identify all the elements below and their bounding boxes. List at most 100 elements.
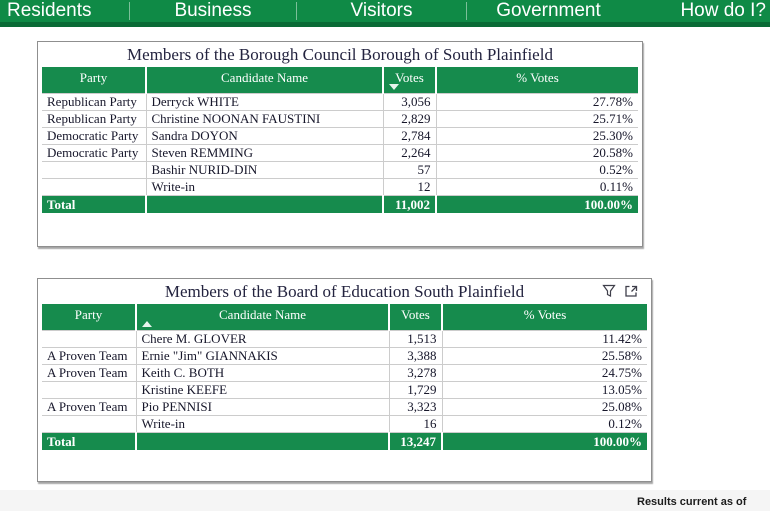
total-pct: 100.00% bbox=[435, 195, 638, 213]
results-current-as-of-text: Results current as of bbox=[637, 496, 747, 508]
cell-party: A Proven Team bbox=[42, 346, 136, 364]
cell-pct: 25.08% bbox=[441, 397, 647, 415]
cell-votes: 57 bbox=[382, 160, 436, 178]
nav-item-business[interactable]: Business bbox=[174, 0, 252, 21]
cell-votes: 3,323 bbox=[388, 397, 442, 415]
cell-votes: 2,784 bbox=[382, 126, 436, 144]
column-header-label: % Votes bbox=[516, 70, 559, 85]
total-spacer bbox=[145, 195, 383, 213]
panel-title-row: Members of the Board of Education South … bbox=[38, 279, 651, 304]
cell-party: Democratic Party bbox=[42, 143, 146, 161]
cell-candidate: Pio PENNISI bbox=[135, 397, 389, 415]
cell-votes: 3,278 bbox=[388, 363, 442, 381]
table-row: Write-in 12 0.11% bbox=[42, 177, 638, 195]
column-header-votes[interactable]: Votes bbox=[382, 67, 436, 93]
sort-desc-icon bbox=[389, 83, 399, 90]
panel-title-row: Members of the Borough Council Borough o… bbox=[38, 42, 642, 67]
table-row: Kristine KEEFE 1,729 13.05% bbox=[42, 380, 647, 398]
total-pct: 100.00% bbox=[441, 432, 647, 450]
table-row: Republican Party Christine NOONAN FAUSTI… bbox=[42, 109, 638, 127]
cell-pct: 24.75% bbox=[441, 363, 647, 381]
expand-icon[interactable] bbox=[624, 284, 639, 298]
nav-separator bbox=[129, 2, 130, 20]
cell-pct: 13.05% bbox=[441, 380, 647, 398]
footer-strip: Results current as of bbox=[0, 490, 770, 511]
cell-party: Republican Party bbox=[42, 109, 146, 127]
cell-candidate: Bashir NURID-DIN bbox=[145, 160, 383, 178]
column-header-party[interactable]: Party bbox=[42, 304, 136, 330]
cell-candidate: Steven REMMING bbox=[145, 143, 383, 161]
nav-separator bbox=[296, 2, 297, 20]
total-row: Total 11,002 100.00% bbox=[42, 195, 638, 213]
total-label: Total bbox=[42, 195, 146, 213]
table-row: Democratic Party Steven REMMING 2,264 20… bbox=[42, 143, 638, 161]
cell-pct: 0.11% bbox=[435, 177, 638, 195]
nav-separator bbox=[466, 2, 467, 20]
cell-candidate: Sandra DOYON bbox=[145, 126, 383, 144]
cell-party: A Proven Team bbox=[42, 397, 136, 415]
sort-asc-icon bbox=[142, 320, 152, 327]
table-row: A Proven Team Keith C. BOTH 3,278 24.75% bbox=[42, 363, 647, 381]
column-header-party[interactable]: Party bbox=[42, 67, 146, 93]
cell-votes: 3,056 bbox=[382, 92, 436, 110]
cell-votes: 16 bbox=[388, 414, 442, 432]
cell-pct: 25.71% bbox=[435, 109, 638, 127]
cell-pct: 0.52% bbox=[435, 160, 638, 178]
cell-party bbox=[42, 414, 136, 432]
column-header-pct-votes[interactable]: % Votes bbox=[441, 304, 647, 330]
column-header-label: % Votes bbox=[523, 307, 567, 322]
council-results-panel: Members of the Borough Council Borough o… bbox=[37, 41, 643, 247]
cell-votes: 1,513 bbox=[388, 329, 442, 347]
table-row: Chere M. GLOVER 1,513 11.42% bbox=[42, 329, 647, 347]
cell-votes: 12 bbox=[382, 177, 436, 195]
page-title: Members of the Borough Council Borough o… bbox=[127, 45, 553, 64]
column-header-label: Votes bbox=[395, 70, 424, 85]
table-row: Bashir NURID-DIN 57 0.52% bbox=[42, 160, 638, 178]
cell-candidate: Keith C. BOTH bbox=[135, 363, 389, 381]
nav-item-visitors[interactable]: Visitors bbox=[350, 0, 413, 21]
total-votes: 13,247 bbox=[388, 432, 442, 450]
cell-party bbox=[42, 177, 146, 195]
cell-pct: 11.42% bbox=[441, 329, 647, 347]
column-header-candidate-name[interactable]: Candidate Name bbox=[135, 304, 389, 330]
cell-candidate: Write-in bbox=[145, 177, 383, 195]
cell-candidate: Chere M. GLOVER bbox=[135, 329, 389, 347]
filter-icon[interactable] bbox=[602, 284, 616, 298]
cell-pct: 27.78% bbox=[435, 92, 638, 110]
council-results-table: Party Candidate Name Votes % Votes Repub… bbox=[42, 67, 638, 213]
column-header-pct-votes[interactable]: % Votes bbox=[435, 67, 638, 93]
cell-candidate: Christine NOONAN FAUSTINI bbox=[145, 109, 383, 127]
column-header-label: Party bbox=[74, 307, 103, 322]
column-header-label: Party bbox=[79, 70, 108, 85]
education-results-panel: Members of the Board of Education South … bbox=[37, 278, 652, 482]
cell-party bbox=[42, 329, 136, 347]
column-header-label: Candidate Name bbox=[219, 307, 306, 322]
total-votes: 11,002 bbox=[382, 195, 436, 213]
cell-party: Republican Party bbox=[42, 92, 146, 110]
table-toolbar bbox=[602, 284, 639, 298]
cell-pct: 20.58% bbox=[435, 143, 638, 161]
table-row: Republican Party Derryck WHITE 3,056 27.… bbox=[42, 92, 638, 110]
cell-pct: 0.12% bbox=[441, 414, 647, 432]
column-header-label: Votes bbox=[401, 307, 430, 322]
cell-candidate: Ernie "Jim" GIANNAKIS bbox=[135, 346, 389, 364]
column-header-candidate-name[interactable]: Candidate Name bbox=[145, 67, 383, 93]
cell-candidate: Write-in bbox=[135, 414, 389, 432]
cell-candidate: Kristine KEEFE bbox=[135, 380, 389, 398]
table-row: Democratic Party Sandra DOYON 2,784 25.3… bbox=[42, 126, 638, 144]
nav-item-residents[interactable]: Residents bbox=[7, 0, 92, 21]
cell-votes: 2,264 bbox=[382, 143, 436, 161]
column-header-votes[interactable]: Votes bbox=[388, 304, 442, 330]
total-spacer bbox=[135, 432, 389, 450]
cell-pct: 25.30% bbox=[435, 126, 638, 144]
cell-party bbox=[42, 160, 146, 178]
nav-bottom-strip bbox=[0, 22, 770, 27]
cell-votes: 1,729 bbox=[388, 380, 442, 398]
top-nav: Residents Business Visitors Government H… bbox=[0, 0, 770, 22]
page-title: Members of the Board of Education South … bbox=[164, 282, 525, 301]
cell-pct: 25.58% bbox=[441, 346, 647, 364]
nav-item-how-do-i[interactable]: How do I? bbox=[680, 0, 766, 21]
cell-candidate: Derryck WHITE bbox=[145, 92, 383, 110]
total-label: Total bbox=[42, 432, 136, 450]
nav-item-government[interactable]: Government bbox=[496, 0, 601, 21]
